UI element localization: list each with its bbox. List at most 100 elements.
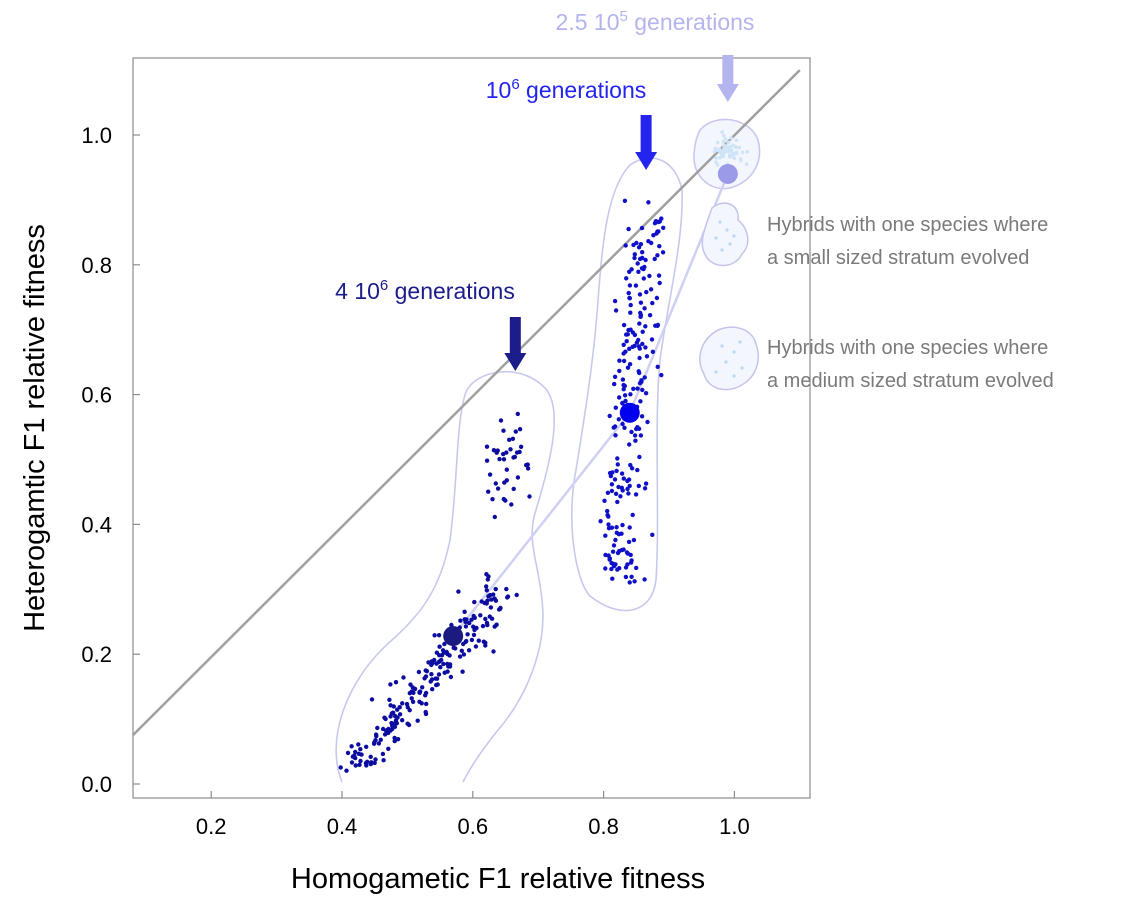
plot-frame	[132, 57, 811, 799]
data-point	[614, 468, 619, 474]
data-point	[622, 383, 627, 389]
data-point	[483, 616, 488, 622]
data-point	[640, 387, 645, 393]
data-point	[729, 149, 733, 154]
annotation-2.5e5-generations: 2.5 105 generations	[556, 8, 755, 35]
data-point	[633, 283, 639, 288]
data-point	[647, 273, 652, 279]
data-point	[644, 354, 650, 359]
data-point	[652, 256, 657, 262]
data-point	[611, 543, 617, 548]
data-point	[441, 661, 446, 667]
data-point	[434, 682, 439, 688]
data-point	[615, 462, 620, 467]
data-point	[726, 149, 730, 153]
data-point	[640, 329, 645, 334]
data-point	[380, 726, 386, 732]
data-point	[457, 654, 463, 659]
data-point	[615, 550, 621, 556]
data-point	[661, 225, 666, 230]
data-point	[415, 718, 420, 723]
data-point	[472, 615, 477, 620]
data-point	[378, 737, 383, 742]
data-point	[609, 566, 614, 572]
data-point	[381, 758, 386, 763]
data-point	[637, 321, 642, 326]
data-point	[349, 760, 355, 765]
data-point	[514, 450, 520, 455]
data-point	[718, 150, 723, 155]
data-point	[629, 466, 635, 471]
data-point	[627, 362, 633, 367]
legend-small-stratum-line1: Hybrids with one species where	[767, 214, 1048, 236]
data-point	[356, 742, 361, 747]
data-point	[637, 454, 642, 460]
data-point	[391, 704, 396, 709]
data-point	[627, 525, 632, 530]
data-point	[484, 444, 490, 449]
data-point	[473, 644, 479, 649]
data-point	[472, 599, 477, 605]
data-point	[424, 701, 429, 707]
data-point	[603, 566, 608, 571]
data-point	[740, 150, 745, 155]
data-point	[620, 488, 625, 493]
data-point	[648, 287, 654, 292]
data-point	[605, 490, 611, 495]
data-point	[448, 674, 454, 680]
data-point	[621, 387, 626, 392]
data-point	[405, 705, 410, 710]
data-point	[643, 345, 648, 350]
data-point	[723, 137, 728, 141]
data-point	[510, 436, 516, 441]
data-point	[610, 549, 616, 554]
data-point	[392, 738, 397, 744]
data-point	[624, 332, 629, 337]
data-point	[726, 140, 731, 145]
data-point	[432, 633, 437, 638]
data-point	[524, 462, 529, 468]
data-point	[657, 219, 662, 224]
data-point	[637, 256, 643, 262]
data-point	[497, 456, 502, 462]
data-point	[437, 644, 442, 649]
data-point	[386, 746, 391, 751]
data-point	[625, 486, 630, 492]
data-point	[525, 466, 531, 471]
data-point	[393, 720, 398, 726]
data-point	[617, 358, 622, 363]
data-point	[625, 551, 631, 556]
data-point	[485, 598, 490, 603]
data-point	[465, 632, 470, 637]
data-point	[621, 476, 626, 481]
data-point	[429, 662, 434, 668]
data-point	[720, 130, 724, 134]
data-point	[609, 482, 615, 487]
data-point	[628, 302, 633, 308]
data-point	[491, 592, 496, 597]
data-point	[488, 605, 494, 610]
data-point	[504, 450, 509, 455]
data-point	[643, 324, 648, 329]
data-point	[492, 624, 497, 629]
data-point	[657, 244, 662, 249]
y-tick-label: 0.0	[81, 772, 112, 797]
data-point	[636, 344, 642, 349]
data-point	[626, 539, 632, 545]
down-arrow-icon	[716, 55, 739, 102]
data-point	[649, 337, 655, 342]
data-point	[416, 669, 422, 675]
data-point	[643, 257, 648, 263]
data-point	[643, 391, 649, 396]
data-point	[491, 448, 497, 453]
data-point	[502, 480, 507, 485]
data-point	[511, 455, 516, 460]
trajectory-line	[452, 173, 730, 637]
data-point	[442, 670, 447, 675]
data-point	[478, 613, 483, 618]
legend-small-stratum-line2: a small sized stratum evolved	[767, 247, 1029, 269]
data-point	[632, 252, 637, 257]
data-point	[622, 393, 628, 398]
data-point	[436, 672, 442, 677]
